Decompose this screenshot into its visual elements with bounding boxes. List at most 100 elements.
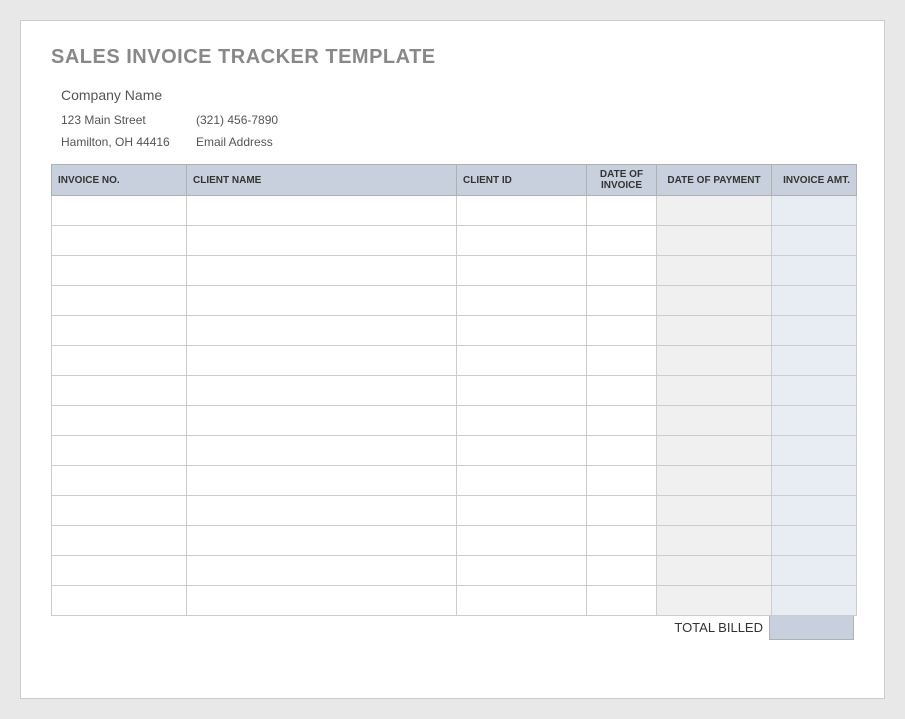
table-cell[interactable] (587, 466, 657, 496)
table-cell[interactable] (187, 376, 457, 406)
table-cell[interactable] (772, 496, 857, 526)
col-header-invoice-no: INVOICE NO. (52, 165, 187, 196)
table-cell[interactable] (587, 496, 657, 526)
table-cell[interactable] (657, 526, 772, 556)
table-cell[interactable] (772, 286, 857, 316)
col-header-client-name: CLIENT NAME (187, 165, 457, 196)
table-cell[interactable] (457, 406, 587, 436)
table-cell[interactable] (187, 436, 457, 466)
table-cell[interactable] (587, 526, 657, 556)
table-row (52, 556, 857, 586)
table-row (52, 436, 857, 466)
table-cell[interactable] (52, 346, 187, 376)
table-cell[interactable] (587, 286, 657, 316)
table-cell[interactable] (187, 586, 457, 616)
table-cell[interactable] (457, 346, 587, 376)
table-cell[interactable] (52, 376, 187, 406)
table-cell[interactable] (52, 196, 187, 226)
table-cell[interactable] (457, 286, 587, 316)
table-cell[interactable] (772, 376, 857, 406)
table-cell[interactable] (52, 286, 187, 316)
table-cell[interactable] (187, 226, 457, 256)
table-cell[interactable] (587, 226, 657, 256)
table-cell[interactable] (457, 526, 587, 556)
table-cell[interactable] (772, 196, 857, 226)
table-cell[interactable] (457, 226, 587, 256)
table-cell[interactable] (187, 196, 457, 226)
table-cell[interactable] (187, 316, 457, 346)
table-row (52, 496, 857, 526)
table-cell[interactable] (457, 496, 587, 526)
table-cell[interactable] (772, 346, 857, 376)
company-row-1: 123 Main Street (321) 456-7890 (61, 113, 854, 127)
table-cell[interactable] (187, 286, 457, 316)
table-row (52, 196, 857, 226)
invoice-table: INVOICE NO. CLIENT NAME CLIENT ID DATE O… (51, 164, 857, 616)
table-cell[interactable] (657, 256, 772, 286)
table-cell[interactable] (587, 376, 657, 406)
table-cell[interactable] (772, 436, 857, 466)
table-cell[interactable] (52, 436, 187, 466)
table-cell[interactable] (772, 316, 857, 346)
table-cell[interactable] (772, 526, 857, 556)
table-cell[interactable] (772, 586, 857, 616)
table-cell[interactable] (52, 556, 187, 586)
table-cell[interactable] (187, 466, 457, 496)
table-cell[interactable] (772, 226, 857, 256)
table-cell[interactable] (772, 406, 857, 436)
table-cell[interactable] (587, 316, 657, 346)
table-body (52, 196, 857, 616)
table-cell[interactable] (52, 586, 187, 616)
table-cell[interactable] (657, 556, 772, 586)
table-cell[interactable] (587, 346, 657, 376)
table-cell[interactable] (657, 376, 772, 406)
table-cell[interactable] (52, 406, 187, 436)
table-cell[interactable] (187, 556, 457, 586)
table-cell[interactable] (657, 346, 772, 376)
table-cell[interactable] (187, 406, 457, 436)
table-cell[interactable] (587, 196, 657, 226)
col-header-invoice-amt: INVOICE AMT. (772, 165, 857, 196)
table-row (52, 376, 857, 406)
table-cell[interactable] (587, 256, 657, 286)
table-cell[interactable] (657, 496, 772, 526)
table-cell[interactable] (457, 556, 587, 586)
table-cell[interactable] (457, 196, 587, 226)
table-cell[interactable] (187, 526, 457, 556)
table-cell[interactable] (587, 586, 657, 616)
table-cell[interactable] (772, 556, 857, 586)
table-cell[interactable] (457, 376, 587, 406)
table-cell[interactable] (657, 286, 772, 316)
table-cell[interactable] (657, 196, 772, 226)
table-cell[interactable] (657, 436, 772, 466)
table-cell[interactable] (657, 316, 772, 346)
table-cell[interactable] (52, 226, 187, 256)
table-cell[interactable] (52, 496, 187, 526)
table-cell[interactable] (457, 586, 587, 616)
col-header-client-id: CLIENT ID (457, 165, 587, 196)
table-cell[interactable] (657, 406, 772, 436)
table-cell[interactable] (457, 316, 587, 346)
table-cell[interactable] (587, 556, 657, 586)
table-cell[interactable] (52, 256, 187, 286)
total-billed-value (769, 616, 854, 640)
table-cell[interactable] (587, 406, 657, 436)
table-cell[interactable] (587, 436, 657, 466)
table-row (52, 526, 857, 556)
table-cell[interactable] (187, 496, 457, 526)
table-cell[interactable] (187, 346, 457, 376)
table-cell[interactable] (457, 466, 587, 496)
table-cell[interactable] (457, 436, 587, 466)
table-cell[interactable] (52, 466, 187, 496)
table-cell[interactable] (657, 226, 772, 256)
table-cell[interactable] (772, 466, 857, 496)
table-cell[interactable] (457, 256, 587, 286)
table-cell[interactable] (52, 316, 187, 346)
table-cell[interactable] (772, 256, 857, 286)
table-cell[interactable] (187, 256, 457, 286)
table-cell[interactable] (52, 526, 187, 556)
table-row (52, 316, 857, 346)
table-cell[interactable] (657, 586, 772, 616)
table-cell[interactable] (657, 466, 772, 496)
table-row (52, 586, 857, 616)
